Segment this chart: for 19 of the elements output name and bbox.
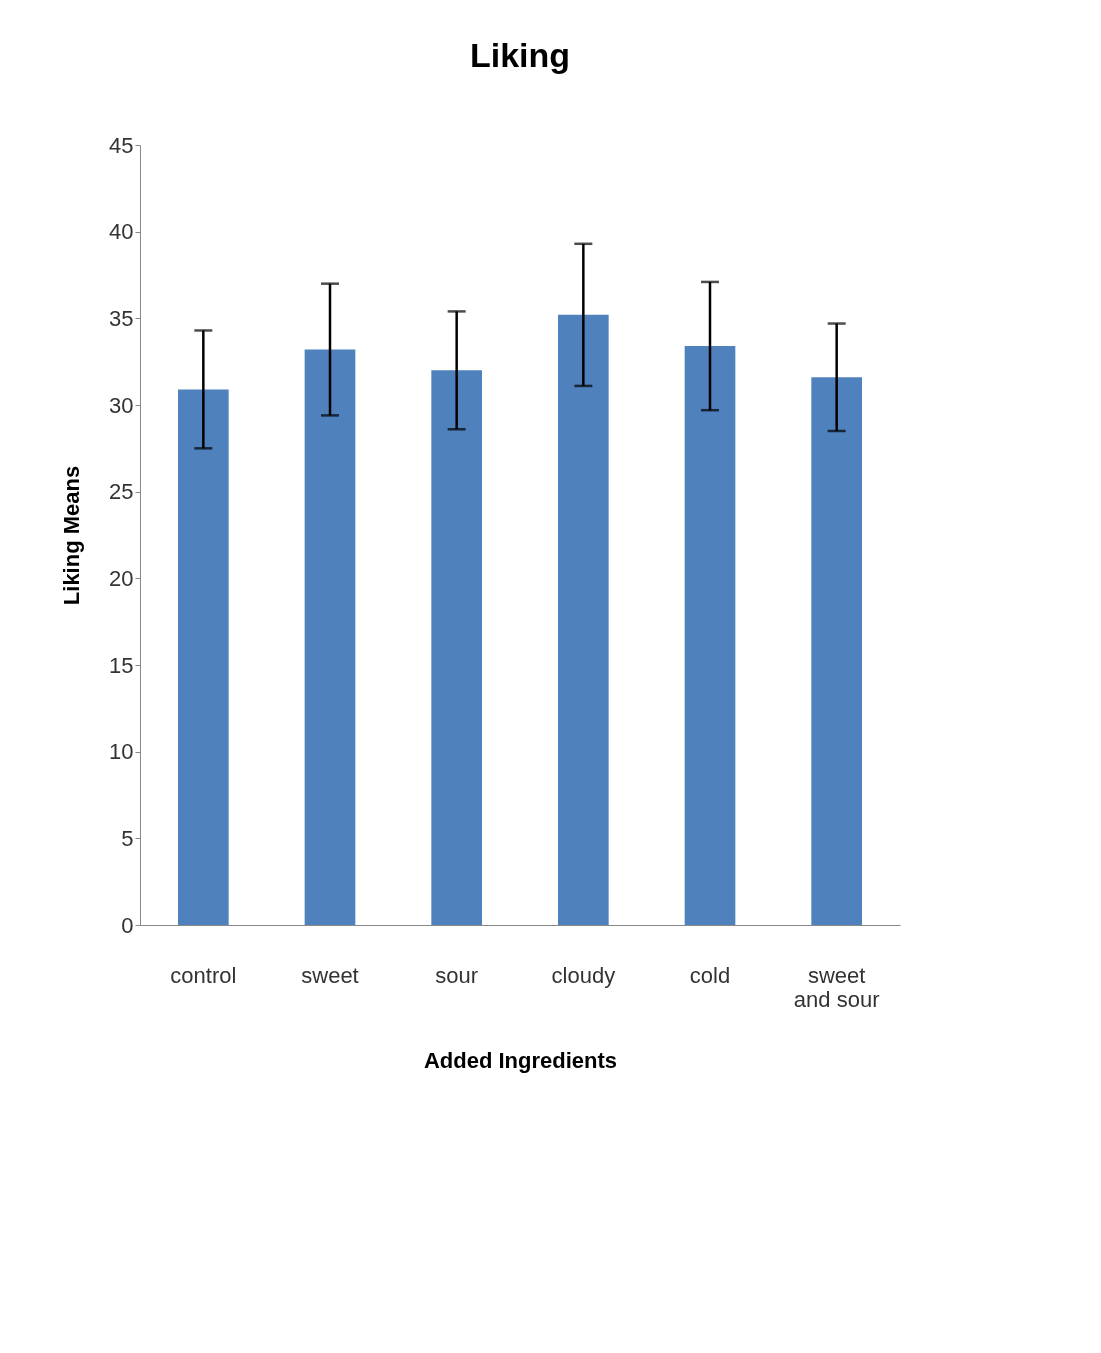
y-tick-label: 45 — [109, 132, 134, 158]
y-tick-label: 0 — [121, 912, 134, 938]
x-tick-label: cloudy — [551, 962, 616, 988]
y-tick-label: 30 — [109, 392, 134, 418]
y-axis-title: Liking Means — [59, 465, 85, 606]
y-tick-label: 35 — [109, 305, 134, 331]
y-tick-label: 20 — [109, 565, 134, 591]
y-tick-label: 25 — [109, 479, 134, 505]
y-tick-label: 5 — [121, 825, 134, 851]
x-axis-title: Added Ingredients — [423, 1047, 618, 1073]
chart-title: Liking — [469, 36, 571, 74]
x-tick-label: control — [170, 962, 237, 988]
y-tick-label: 10 — [109, 739, 134, 765]
x-tick-label: sweet and sour — [793, 962, 880, 1012]
x-tick-label: cold — [689, 962, 731, 988]
x-tick-label: sweet — [301, 962, 359, 988]
y-tick-label: 40 — [109, 219, 134, 245]
x-tick-label: sour — [435, 962, 479, 988]
y-tick-label: 15 — [109, 652, 134, 678]
